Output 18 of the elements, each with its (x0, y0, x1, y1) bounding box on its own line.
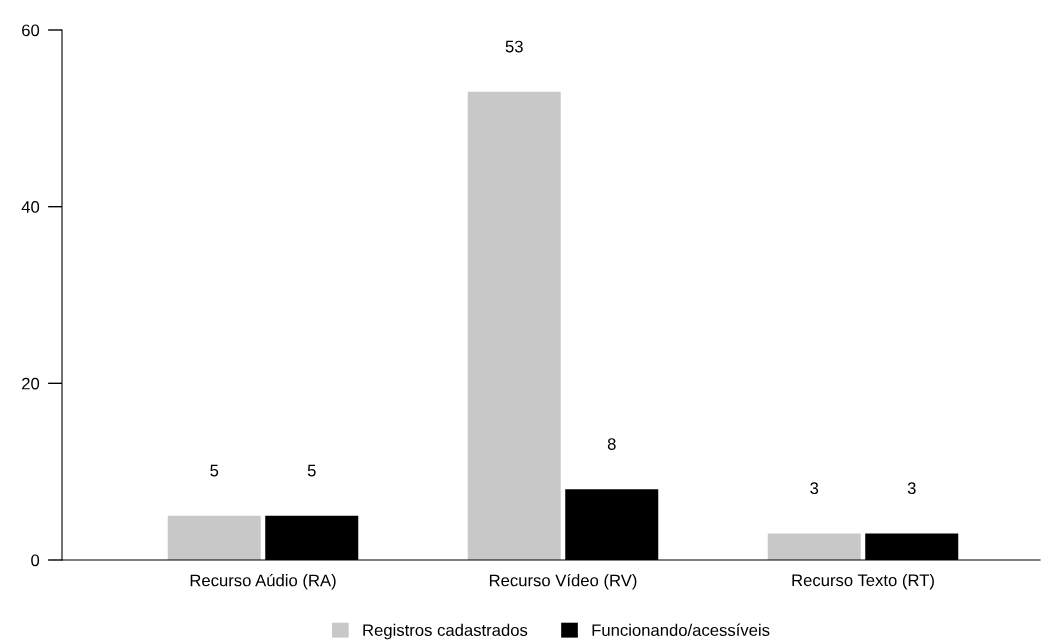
data-label: 8 (607, 438, 616, 450)
data-label: 5 (210, 464, 219, 477)
data-label: 5 (307, 464, 316, 477)
x-tick-label: Recurso Aúdio (RA) (190, 573, 336, 590)
y-tick-label: 20 (22, 377, 40, 390)
y-tick-label: 0 (31, 554, 40, 567)
x-tick-label: Recurso Vídeo (RV) (489, 573, 637, 590)
y-tick-label: 40 (21, 201, 40, 213)
legend-label: Registros cadastrados (363, 623, 528, 640)
legend-label: Funcionando/acessíveis (592, 623, 770, 637)
data-label: 53 (505, 40, 523, 53)
bar (467, 91, 561, 560)
y-tick-label: 60 (22, 24, 40, 37)
x-tick-label: Recurso Texto (RT) (792, 573, 934, 590)
data-label: 3 (907, 482, 916, 495)
bar (167, 515, 261, 560)
bar (767, 533, 861, 560)
data-label: 3 (810, 482, 819, 495)
